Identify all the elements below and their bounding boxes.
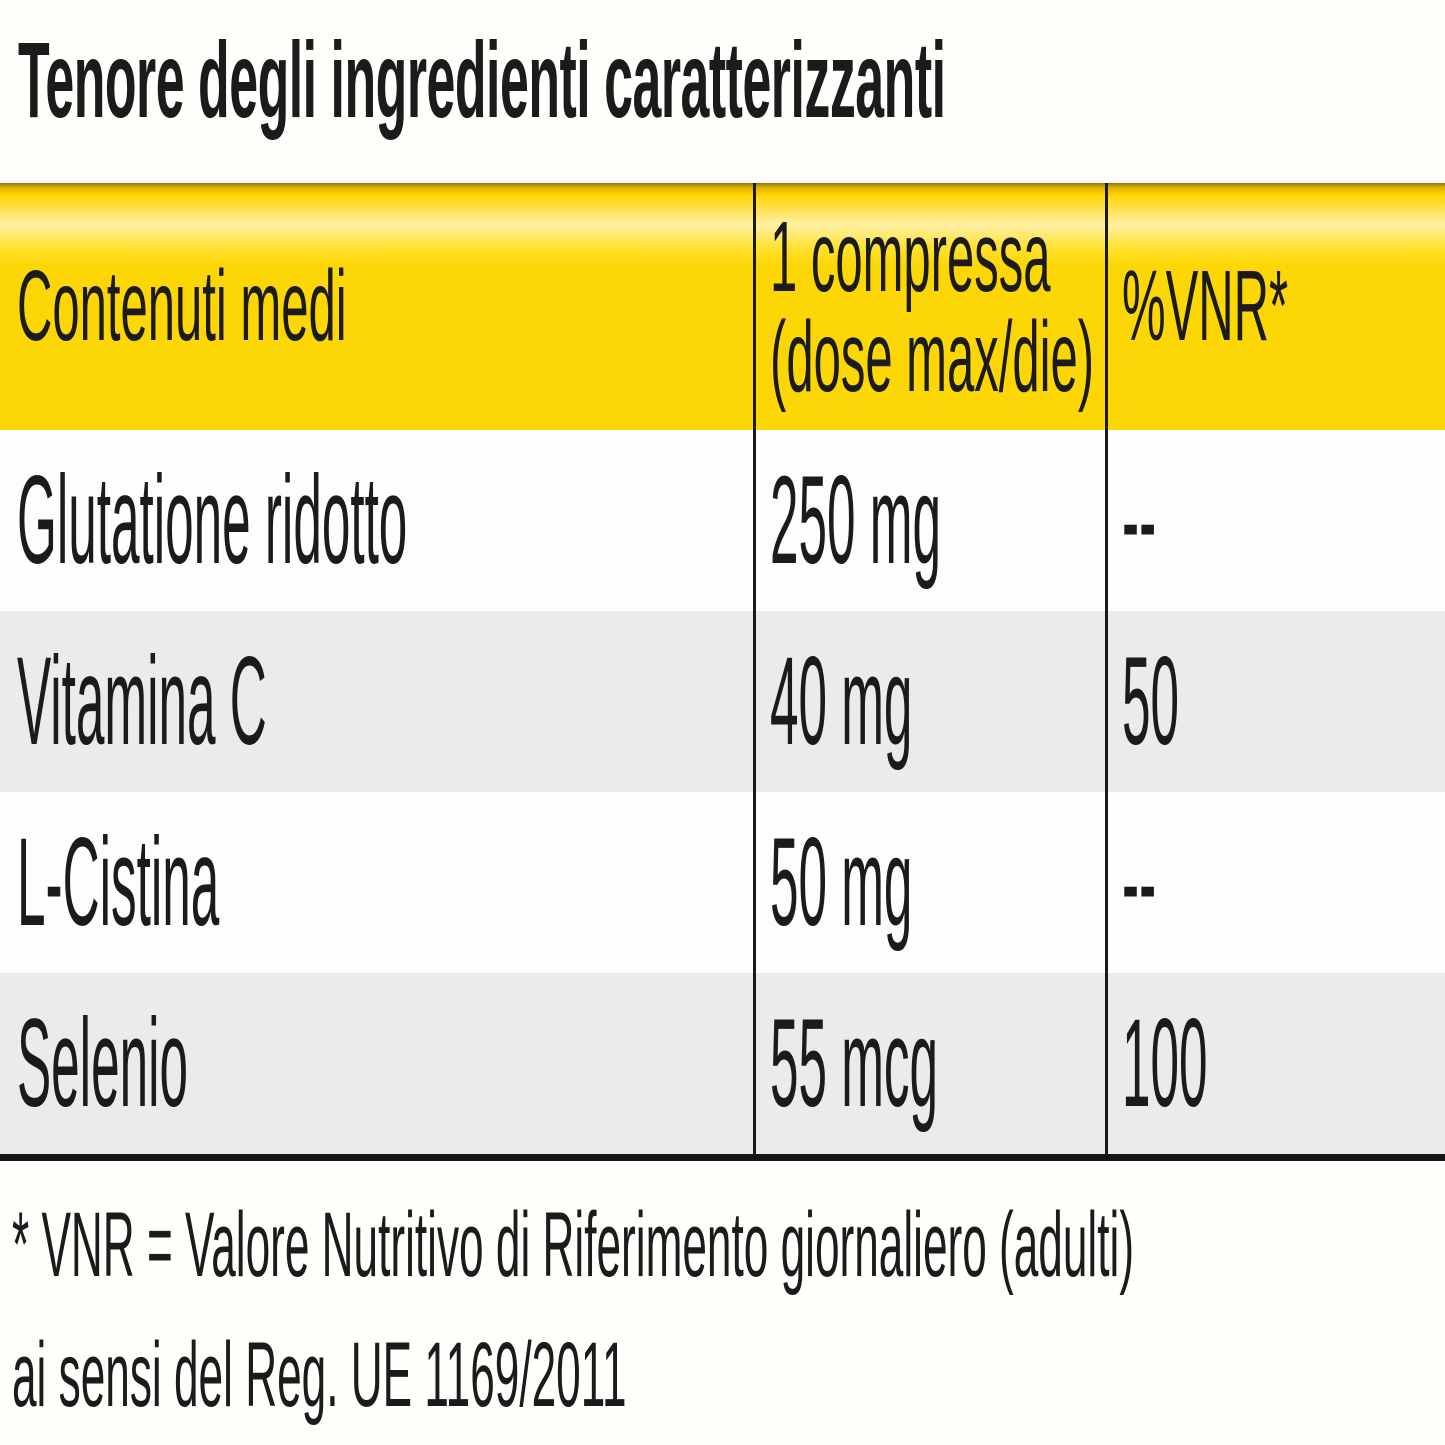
table-row: Glutatione ridotto 250 mg -- (0, 430, 1445, 611)
ingredient-vnr-cell: 100 (1108, 973, 1445, 1154)
ingredient-vnr: 100 (1122, 994, 1208, 1133)
ingredient-amount: 50 mg (770, 813, 913, 952)
ingredient-vnr-cell: 50 (1108, 611, 1445, 792)
ingredient-name-cell: Selenio (0, 973, 753, 1154)
ingredient-name: Selenio (17, 994, 188, 1133)
ingredient-vnr: 50 (1122, 632, 1180, 771)
table-row: Selenio 55 mcg 100 (0, 973, 1445, 1154)
header-cell-dose: 1 compressa (dose max/die) (753, 183, 1108, 430)
ingredient-name: L-Cistina (17, 813, 220, 952)
ingredients-table: Contenuti medi 1 compressa (dose max/die… (0, 183, 1445, 1161)
table-header-row: Contenuti medi 1 compressa (dose max/die… (0, 183, 1445, 430)
ingredient-vnr-cell: -- (1108, 430, 1445, 611)
ingredient-name-cell: Glutatione ridotto (0, 430, 753, 611)
ingredient-name-cell: L-Cistina (0, 792, 753, 973)
vnr-footnote: * VNR = Valore Nutritivo di Riferimento … (12, 1194, 1445, 1426)
table-row: Vitamina C 40 mg 50 (0, 611, 1445, 792)
header-label-dose-line1: 1 compressa (770, 200, 1051, 313)
footnote-line-1: * VNR = Valore Nutritivo di Riferimento … (12, 1194, 1135, 1296)
page-title: Tenore degli ingredienti caratterizzanti (18, 26, 1445, 134)
header-label-contents: Contenuti medi (17, 250, 347, 362)
ingredient-amount: 55 mcg (770, 994, 939, 1133)
ingredient-amount-cell: 55 mcg (753, 973, 1108, 1154)
ingredient-amount: 250 mg (770, 451, 941, 590)
ingredient-name: Vitamina C (17, 632, 267, 771)
ingredient-vnr: -- (1122, 451, 1157, 590)
ingredient-vnr: -- (1122, 813, 1157, 952)
page-title-text: Tenore degli ingredienti caratterizzanti (18, 19, 946, 140)
ingredient-amount: 40 mg (770, 632, 913, 771)
ingredient-vnr-cell: -- (1108, 792, 1445, 973)
ingredient-amount-cell: 250 mg (753, 430, 1108, 611)
header-label-dose-line2: (dose max/die) (770, 300, 1095, 413)
header-cell-contents: Contenuti medi (0, 183, 753, 430)
ingredient-amount-cell: 50 mg (753, 792, 1108, 973)
footnote-line-2: ai sensi del Reg. UE 1169/2011 (12, 1324, 627, 1426)
ingredient-name-cell: Vitamina C (0, 611, 753, 792)
header-label-vnr: %VNR* (1122, 250, 1289, 362)
ingredient-amount-cell: 40 mg (753, 611, 1108, 792)
ingredient-name: Glutatione ridotto (17, 451, 408, 590)
table-row: L-Cistina 50 mg -- (0, 792, 1445, 973)
header-cell-vnr: %VNR* (1108, 183, 1445, 430)
